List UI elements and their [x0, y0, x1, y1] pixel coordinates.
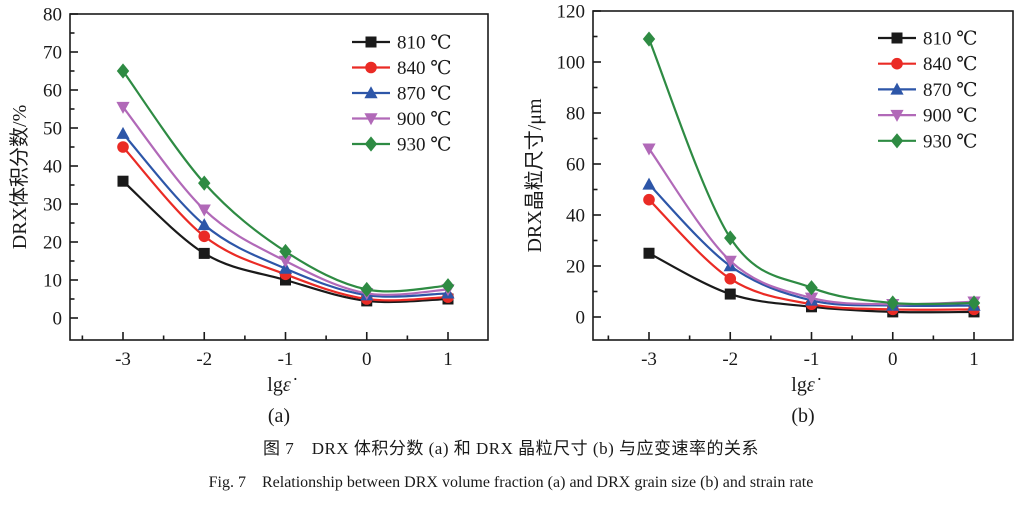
y-tick-label: 60 — [566, 155, 585, 176]
circle-marker — [643, 193, 655, 206]
x-tick-label: -2 — [196, 349, 212, 370]
circle-marker — [365, 61, 377, 74]
y-tick-label: 10 — [43, 271, 62, 292]
y-tick-label: 30 — [43, 195, 62, 216]
legend-label: 870 ℃ — [923, 80, 978, 101]
x-tick-label: 1 — [443, 349, 453, 370]
x-axis-label: lgε̇ — [267, 374, 296, 396]
chart-drx-grain-size: 0 20 40 60 80 100 120 -3 -2 -1 0 1 810 ℃ 840 ℃ 870 ℃ 90… — [523, 2, 1014, 427]
x-tick-label: 1 — [969, 349, 979, 370]
triangle-up-marker — [116, 126, 130, 139]
diamond-marker — [886, 295, 899, 311]
y-tick-label: 20 — [566, 257, 585, 278]
y-tick-label: 80 — [43, 5, 62, 26]
triangle-down-marker — [890, 109, 904, 122]
series-810 — [117, 175, 454, 307]
y-tick-label: 50 — [43, 119, 62, 140]
y-axis-label: DRX体积分数/% — [8, 105, 31, 249]
legend-label: 900 ℃ — [397, 109, 452, 130]
charts-row: 0 10 20 30 40 50 60 70 80 -3 -2 -1 0 1 810 ℃ 840 ℃ 870 ℃… — [8, 2, 1014, 427]
diamond-marker — [198, 175, 211, 191]
circle-marker — [117, 141, 129, 153]
legend-label: 810 ℃ — [923, 29, 978, 50]
square-marker — [198, 247, 210, 259]
diamond-marker — [967, 295, 981, 311]
diamond-marker — [890, 133, 904, 149]
y-tick-label: 80 — [566, 104, 585, 125]
square-marker — [891, 32, 903, 44]
y-tick-label: 120 — [557, 2, 586, 23]
x-tick-label: -3 — [641, 349, 657, 370]
x-tick-label: -3 — [115, 349, 131, 370]
circle-marker — [198, 230, 211, 243]
y-tick-label: 20 — [43, 233, 62, 254]
y-tick-label: 100 — [557, 53, 586, 74]
panel-label: (a) — [268, 405, 290, 427]
y-tick-label: 0 — [53, 309, 63, 330]
panel-label: (b) — [791, 405, 814, 427]
triangle-up-marker — [642, 177, 656, 190]
y-tick-label: 70 — [43, 43, 62, 64]
triangle-down-marker — [364, 113, 378, 126]
triangle-up-marker — [890, 82, 904, 95]
x-tick-label: -2 — [722, 349, 738, 370]
series-930 — [116, 63, 455, 298]
y-tick-label: 40 — [566, 206, 585, 227]
legend-label: 900 ℃ — [923, 106, 978, 127]
y-tick-label: 0 — [576, 308, 586, 329]
triangle-down-marker — [804, 292, 819, 305]
legend-label: 840 ℃ — [923, 54, 978, 75]
chart-drx-volume-fraction: 0 10 20 30 40 50 60 70 80 -3 -2 -1 0 1 810 ℃ 840 ℃ 870 ℃… — [8, 5, 489, 427]
triangle-up-marker — [364, 86, 378, 99]
square-marker — [724, 288, 736, 300]
square-marker — [365, 36, 377, 48]
legend: 810 ℃ 840 ℃ 870 ℃ 900 ℃ 930 ℃ — [352, 33, 452, 156]
triangle-down-marker — [723, 255, 737, 268]
diamond-marker — [805, 280, 818, 296]
diamond-marker — [360, 281, 373, 298]
triangle-down-marker — [278, 255, 293, 268]
axes — [69, 13, 489, 341]
legend: 810 ℃ 840 ℃ 870 ℃ 900 ℃ 930 ℃ — [878, 29, 978, 152]
figure-caption-english: Fig. 7 Relationship between DRX volume f… — [208, 474, 814, 491]
diamond-marker — [116, 63, 130, 79]
legend-label: 840 ℃ — [397, 58, 452, 79]
diamond-marker — [724, 230, 737, 246]
circle-marker — [724, 272, 737, 285]
y-axis-label: DRX晶粒尺寸/μm — [523, 98, 546, 253]
triangle-down-marker — [642, 143, 656, 156]
square-marker — [643, 247, 655, 259]
diamond-marker — [642, 31, 656, 47]
diamond-marker — [279, 243, 292, 260]
legend-label: 810 ℃ — [397, 33, 452, 54]
y-tick-label: 40 — [43, 157, 62, 178]
triangle-up-marker — [197, 218, 211, 231]
x-tick-label: 0 — [362, 349, 372, 370]
diamond-marker — [441, 278, 455, 294]
axes — [592, 10, 1014, 341]
legend-label: 930 ℃ — [397, 135, 452, 156]
diamond-marker — [364, 136, 378, 152]
circle-marker — [891, 57, 903, 70]
legend-label: 930 ℃ — [923, 131, 978, 152]
series-930 — [642, 31, 981, 311]
x-axis-label: lgε̇ — [791, 374, 820, 396]
triangle-down-marker — [197, 204, 211, 217]
square-marker — [117, 175, 129, 187]
x-tick-label: -1 — [278, 349, 294, 370]
triangle-down-marker — [116, 101, 130, 114]
x-tick-label: 0 — [888, 349, 898, 370]
legend-label: 870 ℃ — [397, 84, 452, 105]
y-tick-label: 60 — [43, 81, 62, 102]
x-tick-label: -1 — [804, 349, 820, 370]
figure-caption-chinese: 图 7 DRX 体积分数 (a) 和 DRX 晶粒尺寸 (b) 与应变速率的关系 — [263, 439, 759, 458]
